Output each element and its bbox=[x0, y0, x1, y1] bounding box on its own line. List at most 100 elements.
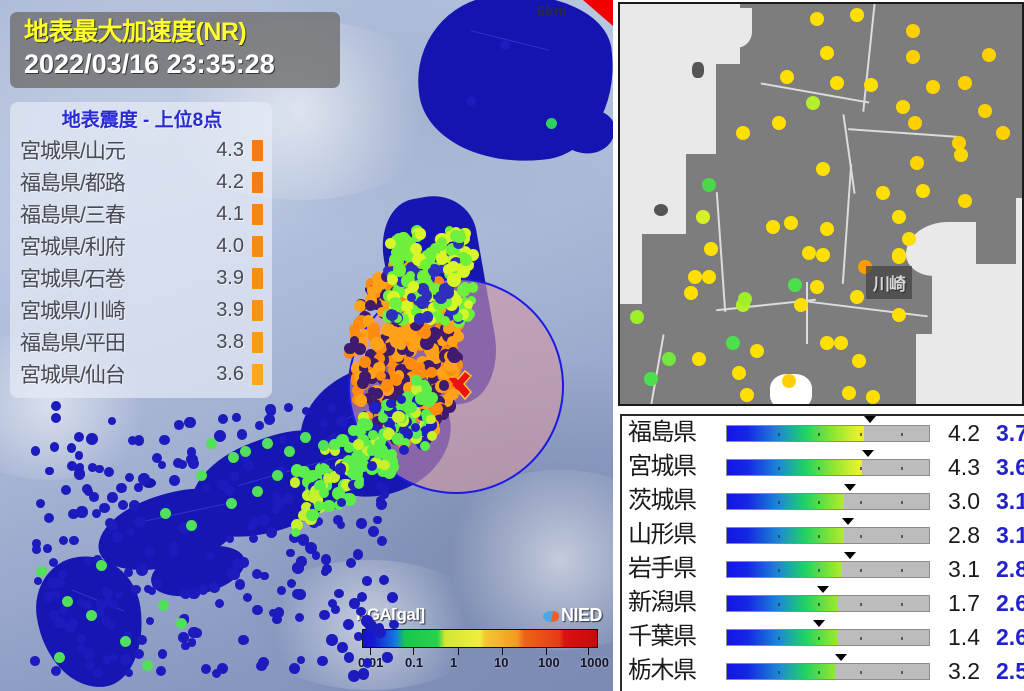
gauge-tick bbox=[817, 432, 820, 436]
observed-value: 4.2 bbox=[948, 419, 980, 446]
station-dot bbox=[772, 116, 786, 130]
station-dot bbox=[362, 392, 373, 403]
prefecture-intensity-table[interactable]: 福島県 4.2 3.7 宮城県 4.3 3.6 茨城県 3.0 3.1 山形県 2.8 3.1 岩手県 3… bbox=[620, 414, 1024, 691]
station-dot bbox=[262, 438, 273, 449]
station-dot bbox=[313, 500, 324, 511]
station-dot bbox=[229, 471, 240, 482]
gauge-tick bbox=[817, 534, 820, 538]
station-dot bbox=[318, 440, 329, 451]
station-dot bbox=[410, 427, 423, 440]
station-dot bbox=[426, 414, 436, 425]
station-dot bbox=[36, 498, 46, 508]
station-dot bbox=[830, 76, 844, 90]
station-dot bbox=[358, 355, 372, 369]
station-dot bbox=[120, 636, 131, 647]
station-dot bbox=[406, 271, 416, 281]
station-dot bbox=[311, 489, 323, 501]
station-dot bbox=[364, 349, 377, 362]
small-island bbox=[692, 62, 704, 78]
station-dot bbox=[405, 312, 416, 323]
station-dot bbox=[332, 514, 343, 525]
table-row[interactable]: 岩手県 3.1 2.8 bbox=[622, 552, 1024, 586]
station-dot bbox=[186, 447, 197, 457]
station-dot bbox=[81, 600, 92, 611]
station-dot bbox=[433, 395, 445, 408]
tohoku-region-map[interactable]: 川崎 bbox=[618, 2, 1024, 406]
station-dot bbox=[379, 483, 389, 493]
top8-color-swatch bbox=[252, 363, 263, 385]
station-dot bbox=[62, 596, 73, 607]
gauge-tick bbox=[777, 602, 780, 606]
station-dot bbox=[103, 597, 112, 606]
station-dot bbox=[242, 592, 252, 603]
station-dot bbox=[50, 412, 61, 424]
station-dot bbox=[385, 342, 396, 352]
station-dot bbox=[264, 403, 276, 415]
gauge-tick bbox=[860, 670, 863, 674]
station-dot bbox=[343, 618, 355, 631]
table-row[interactable]: 新潟県 1.7 2.6 bbox=[622, 586, 1024, 620]
station-dot bbox=[89, 492, 99, 502]
pga-gradient-bar bbox=[362, 629, 598, 648]
station-dot bbox=[387, 325, 401, 339]
station-dot bbox=[360, 615, 373, 628]
station-dot bbox=[252, 604, 263, 616]
table-row[interactable]: 宮城県 4.3 3.6 bbox=[622, 450, 1024, 484]
table-row[interactable]: 山形県 2.8 3.1 bbox=[622, 518, 1024, 552]
intensity-gauge bbox=[726, 586, 932, 620]
station-dot bbox=[842, 386, 856, 400]
prefecture-name: 福島県 bbox=[628, 419, 697, 446]
station-dot bbox=[257, 656, 269, 669]
station-dot bbox=[810, 280, 824, 294]
table-row[interactable]: 福島県 4.2 3.7 bbox=[622, 416, 1024, 450]
gauge-fill bbox=[727, 596, 839, 611]
station-dot bbox=[364, 440, 375, 450]
gauge-tick bbox=[900, 568, 903, 572]
gauge-tick bbox=[900, 466, 903, 470]
table-row[interactable]: 栃木県 3.2 2.5 bbox=[622, 654, 1024, 688]
station-dot bbox=[226, 498, 237, 509]
gauge-tick bbox=[900, 432, 903, 436]
station-dot bbox=[336, 433, 350, 447]
station-dot bbox=[343, 442, 354, 453]
station-dot bbox=[353, 342, 367, 356]
top8-color-swatch bbox=[252, 203, 263, 225]
station-dot bbox=[127, 527, 136, 536]
japan-pga-map[interactable]: 6km 地表最大加速度(NR) 2022/03/16 23:35:28 地表震度… bbox=[0, 0, 613, 691]
station-dot bbox=[810, 12, 824, 26]
station-dot bbox=[876, 186, 890, 200]
station-dot bbox=[447, 388, 460, 401]
station-dot bbox=[740, 388, 754, 402]
station-dot bbox=[398, 328, 409, 339]
gauge-marker bbox=[835, 654, 848, 661]
station-dot bbox=[371, 416, 384, 429]
station-dot bbox=[395, 244, 407, 256]
station-dot bbox=[289, 532, 300, 543]
station-dot bbox=[176, 618, 187, 629]
station-dot bbox=[263, 413, 276, 425]
table-row[interactable]: 千葉県 1.4 2.6 bbox=[622, 620, 1024, 654]
station-dot bbox=[375, 498, 387, 510]
station-dot bbox=[726, 336, 740, 350]
station-dot bbox=[92, 508, 102, 518]
top8-station-name: 福島県/都路 bbox=[20, 172, 126, 195]
station-dot bbox=[417, 282, 430, 295]
gauge-fill bbox=[727, 630, 839, 645]
station-dot bbox=[240, 446, 251, 457]
station-dot bbox=[58, 570, 68, 580]
station-dot bbox=[388, 297, 402, 311]
top8-intensity-value: 4.0 bbox=[216, 234, 244, 257]
estimated-value: 3.6 bbox=[996, 453, 1024, 480]
station-dot bbox=[147, 587, 156, 596]
table-row[interactable]: 茨城県 3.0 3.1 bbox=[622, 484, 1024, 518]
pga-tick bbox=[370, 648, 371, 655]
intensity-gauge bbox=[726, 484, 932, 518]
top8-intensity-value: 3.9 bbox=[216, 298, 244, 321]
page-title: 地表最大加速度(NR) bbox=[24, 18, 247, 46]
station-dot bbox=[421, 311, 434, 323]
station-dot bbox=[365, 299, 377, 311]
nied-mark-icon bbox=[542, 611, 559, 622]
station-dot bbox=[952, 136, 966, 150]
station-label-kawasaki[interactable]: 川崎 bbox=[866, 266, 912, 299]
gauge-tick bbox=[777, 466, 780, 470]
